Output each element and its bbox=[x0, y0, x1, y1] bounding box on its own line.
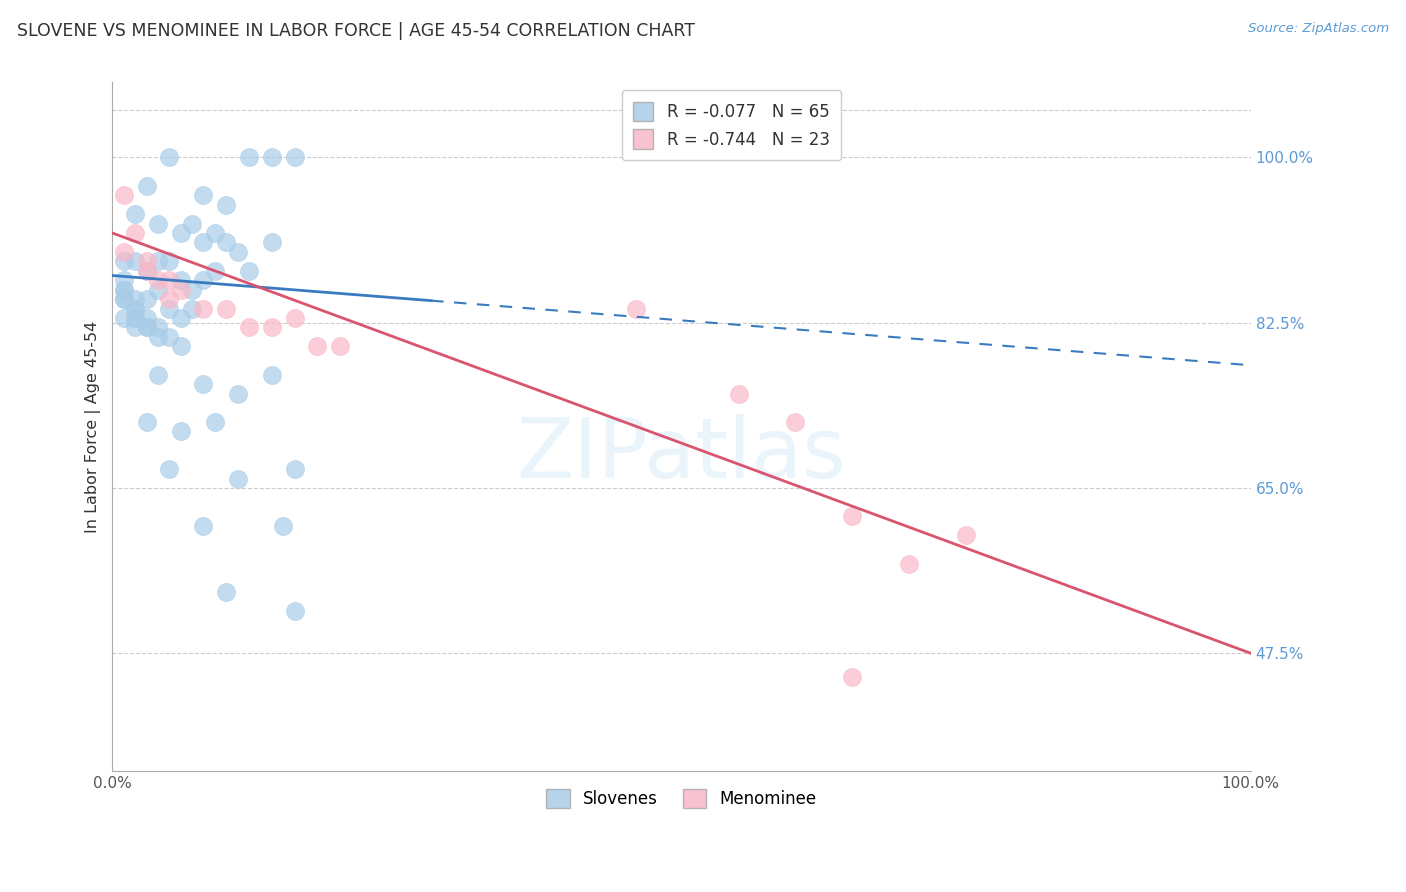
Text: SLOVENE VS MENOMINEE IN LABOR FORCE | AGE 45-54 CORRELATION CHART: SLOVENE VS MENOMINEE IN LABOR FORCE | AG… bbox=[17, 22, 695, 40]
Point bbox=[112, 254, 135, 268]
Point bbox=[624, 301, 647, 316]
Point bbox=[170, 311, 193, 326]
Point bbox=[170, 226, 193, 240]
Point bbox=[238, 151, 260, 165]
Point bbox=[157, 330, 180, 344]
Point bbox=[124, 320, 146, 334]
Point bbox=[260, 368, 283, 382]
Point bbox=[157, 292, 180, 306]
Point bbox=[124, 207, 146, 221]
Point bbox=[260, 235, 283, 250]
Point bbox=[215, 301, 238, 316]
Point bbox=[193, 518, 215, 533]
Point bbox=[170, 283, 193, 297]
Point bbox=[112, 311, 135, 326]
Point bbox=[135, 292, 157, 306]
Point bbox=[146, 217, 169, 231]
Text: ZIPatlas: ZIPatlas bbox=[516, 414, 846, 495]
Legend: Slovenes, Menominee: Slovenes, Menominee bbox=[540, 782, 824, 814]
Point bbox=[135, 320, 157, 334]
Point bbox=[193, 273, 215, 287]
Point bbox=[727, 386, 749, 401]
Point bbox=[204, 264, 226, 278]
Point bbox=[283, 311, 305, 326]
Point bbox=[146, 320, 169, 334]
Point bbox=[283, 151, 305, 165]
Point bbox=[193, 188, 215, 202]
Point bbox=[898, 557, 921, 571]
Point bbox=[124, 254, 146, 268]
Point bbox=[146, 254, 169, 268]
Point bbox=[157, 273, 180, 287]
Point bbox=[112, 283, 135, 297]
Point bbox=[329, 339, 352, 353]
Point bbox=[204, 226, 226, 240]
Point bbox=[112, 292, 135, 306]
Point bbox=[157, 301, 180, 316]
Point bbox=[215, 235, 238, 250]
Point bbox=[124, 301, 146, 316]
Point bbox=[135, 264, 157, 278]
Point bbox=[112, 292, 135, 306]
Point bbox=[226, 386, 249, 401]
Point bbox=[112, 283, 135, 297]
Point bbox=[124, 226, 146, 240]
Text: Source: ZipAtlas.com: Source: ZipAtlas.com bbox=[1249, 22, 1389, 36]
Point bbox=[124, 311, 146, 326]
Point bbox=[181, 301, 204, 316]
Point bbox=[181, 283, 204, 297]
Point bbox=[124, 311, 146, 326]
Point bbox=[283, 604, 305, 618]
Point bbox=[193, 301, 215, 316]
Point bbox=[238, 320, 260, 334]
Point bbox=[157, 151, 180, 165]
Point bbox=[157, 462, 180, 476]
Point bbox=[146, 283, 169, 297]
Point bbox=[841, 509, 863, 524]
Point bbox=[146, 273, 169, 287]
Point bbox=[215, 585, 238, 599]
Point bbox=[307, 339, 329, 353]
Point bbox=[170, 273, 193, 287]
Point bbox=[215, 197, 238, 211]
Point bbox=[193, 377, 215, 392]
Point bbox=[135, 264, 157, 278]
Point bbox=[124, 301, 146, 316]
Point bbox=[204, 415, 226, 429]
Point bbox=[260, 320, 283, 334]
Point bbox=[193, 235, 215, 250]
Point bbox=[226, 472, 249, 486]
Point bbox=[283, 462, 305, 476]
Point bbox=[181, 217, 204, 231]
Point bbox=[146, 330, 169, 344]
Point bbox=[135, 254, 157, 268]
Point bbox=[135, 311, 157, 326]
Point bbox=[841, 670, 863, 684]
Point bbox=[112, 273, 135, 287]
Point bbox=[124, 292, 146, 306]
Point bbox=[955, 528, 977, 542]
Point bbox=[785, 415, 807, 429]
Point bbox=[226, 244, 249, 259]
Point bbox=[170, 339, 193, 353]
Point bbox=[271, 518, 294, 533]
Point bbox=[135, 320, 157, 334]
Point bbox=[170, 425, 193, 439]
Point bbox=[135, 415, 157, 429]
Point bbox=[112, 188, 135, 202]
Point bbox=[112, 244, 135, 259]
Point bbox=[157, 254, 180, 268]
Y-axis label: In Labor Force | Age 45-54: In Labor Force | Age 45-54 bbox=[86, 320, 101, 533]
Point bbox=[260, 151, 283, 165]
Point bbox=[146, 368, 169, 382]
Point bbox=[135, 178, 157, 193]
Point bbox=[238, 264, 260, 278]
